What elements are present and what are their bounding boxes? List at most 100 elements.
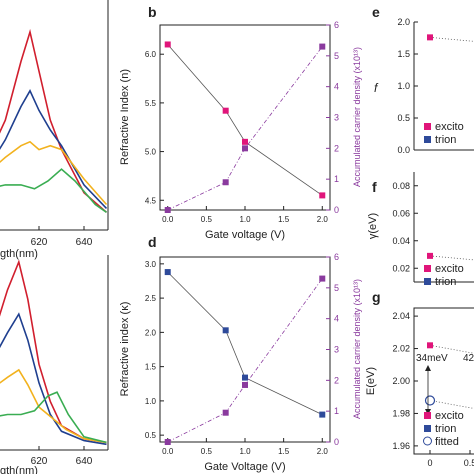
panel-g-legend-trion-text: trion — [435, 423, 456, 435]
b-y-tick-label: 5.0 — [145, 148, 157, 157]
g-trend-fitted — [429, 400, 474, 409]
panel-g-label: g — [372, 289, 381, 305]
panel-g-legend-fitted-marker — [423, 436, 432, 446]
panel-g-legend-excito-text: excito — [435, 410, 464, 422]
panel-d-label: d — [148, 234, 157, 250]
b-point-left — [242, 138, 248, 145]
b-y-right-tick-label: 4 — [334, 82, 339, 92]
f-y-tick-label: 0.06 — [392, 208, 410, 218]
spectrum-top-tick-label-640: 640 — [76, 237, 93, 248]
panel-d-marks — [164, 269, 326, 445]
d-line-right — [167, 278, 323, 443]
f-y-tick-label: 0.08 — [392, 181, 410, 191]
panel-e-y-label: f — [374, 81, 379, 95]
d-y-tick-label: 0.5 — [145, 431, 157, 440]
f-y-tick-label: 0.04 — [392, 236, 410, 246]
panel-d-y-right-label: Accumulated carrier density (x10¹³) — [352, 279, 362, 419]
panel-e-legend-excito-marker — [424, 123, 431, 130]
b-x-tick-label: 1.0 — [239, 215, 251, 224]
panel-e-legend-trion-text: trion — [435, 134, 456, 146]
d-x-tick-label: 1.0 — [239, 447, 251, 456]
b-x-tick-label: 0.0 — [162, 215, 174, 224]
panel-d-x-label: Gate Voltage (V) — [204, 461, 285, 473]
b-y-tick-label: 6.0 — [145, 50, 157, 59]
b-y-right-tick-label: 0 — [334, 205, 339, 215]
g-y-tick-label: 2.02 — [392, 344, 410, 354]
g-y-tick-label: 2.00 — [392, 376, 410, 386]
panel-e-marks — [427, 34, 474, 42]
b-point-left — [319, 192, 326, 199]
d-y-tick-label: 3.0 — [145, 260, 157, 269]
b-y-right-tick-label: 6 — [334, 20, 339, 30]
d-y-tick-label: 1.5 — [145, 363, 157, 372]
panel-g-legend-trion-marker — [424, 425, 431, 432]
d-y-right-tick-label: 1 — [334, 406, 339, 416]
spectrum-top-series — [0, 28, 108, 213]
d-y-right-tick-label: 4 — [334, 314, 339, 324]
panel-b-frame — [159, 24, 331, 211]
e-y-tick-label: 2.0 — [397, 17, 410, 27]
spectrum-bottom-tick-label-620: 620 — [31, 456, 48, 467]
panel-d-frame — [159, 256, 331, 443]
e-trend-excito — [429, 36, 474, 42]
panel-b-y-right-label: Accumulated carrier density (x10¹³) — [352, 47, 362, 187]
panel-d-ticks: 0.0 0.5 1.0 1.5 2.0 0.5 1.0 1.5 2.0 2.5 3.0 0 1 2 3 4 5 6 — [145, 252, 339, 456]
b-point-right — [222, 179, 229, 186]
panel-f-legend-trion-marker — [424, 278, 431, 285]
b-y-right-tick-label: 5 — [334, 51, 339, 61]
panel-f-legend-excito-marker — [424, 265, 431, 272]
panel-f-ticks: 0.02 0.04 0.06 0.08 — [392, 181, 418, 273]
b-y-tick-label: 4.5 — [145, 196, 157, 205]
panel-g-ticks: 1.96 1.98 2.00 2.02 2.04 0 0.5 — [392, 311, 474, 468]
spectrum-top-tick-label-620: 620 — [31, 237, 48, 248]
d-point-right — [164, 439, 171, 445]
panel-e-label: e — [372, 4, 380, 20]
panel-f-legend-excito-text: excito — [435, 263, 464, 275]
spectrum-line-navy — [0, 89, 108, 209]
panel-g-legend-excito-marker — [424, 412, 431, 419]
spectrum-line-orange — [0, 140, 108, 206]
panel-b-ticks: 0.0 0.5 1.0 1.5 2.0 4.5 5.0 5.5 6.0 0 1 2 3 4 5 6 — [145, 20, 339, 224]
d-y-right-tick-label: 5 — [334, 283, 339, 293]
b-point-left — [164, 41, 171, 48]
b-point-right — [164, 207, 171, 213]
d-x-tick-label: 0.5 — [201, 447, 213, 456]
panel-f-label: f — [372, 179, 377, 195]
panel-d-y-label: Refractive index (κ) — [119, 302, 131, 397]
panel-f: f 0.02 0.04 0.06 0.08 γ(eV) excito trion — [367, 172, 474, 288]
spectrum-line-green — [0, 168, 107, 213]
g-x-tick-label: 0 — [427, 458, 432, 468]
panel-e: e 0.0 0.5 1.0 1.5 2.0 f excito trion — [372, 4, 474, 155]
panel-b-marks — [164, 41, 326, 213]
panel-e-legend-trion-marker — [424, 136, 431, 143]
g-y-tick-label: 2.04 — [392, 311, 410, 321]
d-x-tick-label: 2.0 — [317, 447, 329, 456]
d-y-tick-label: 2.5 — [145, 294, 157, 303]
d-y-right-tick-label: 3 — [334, 345, 339, 355]
e-y-tick-label: 1.0 — [397, 81, 410, 91]
d-y-right-tick-label: 6 — [334, 252, 339, 262]
panel-g-legend-fitted-text: fitted — [435, 436, 459, 448]
panel-g: g 1.96 1.98 2.00 2.02 2.04 0 0.5 E(eV) 34meV 4… — [365, 289, 474, 468]
b-point-right — [319, 43, 326, 50]
spectrum-bottom-x-label: gth(nm) — [0, 465, 38, 474]
f-point-excito — [427, 252, 433, 259]
d-point-left — [319, 411, 326, 418]
e-y-tick-label: 1.5 — [397, 49, 410, 59]
b-point-right — [242, 145, 248, 152]
panel-b: b 0.0 0.5 1.0 1.5 2.0 4.5 5.0 5.5 6.0 0 1 2 3 4 5 6 Gat… — [119, 4, 362, 241]
d-point-left — [222, 327, 229, 334]
d-point-left — [164, 269, 171, 276]
d-y-tick-label: 1.0 — [145, 397, 157, 406]
spectrum-top-x-label: gth(nm) — [0, 248, 38, 260]
d-y-right-tick-label: 2 — [334, 375, 339, 385]
spectrum-bottom-tick-label-640: 640 — [76, 456, 93, 467]
d-point-right — [242, 381, 248, 388]
b-x-tick-label: 0.5 — [201, 215, 213, 224]
panel-f-y-label: γ(eV) — [367, 213, 379, 239]
panel-f-marks — [427, 252, 474, 261]
g-point-excito — [427, 342, 433, 349]
e-y-tick-label: 0.5 — [397, 113, 410, 123]
g-y-tick-label: 1.96 — [392, 441, 410, 451]
